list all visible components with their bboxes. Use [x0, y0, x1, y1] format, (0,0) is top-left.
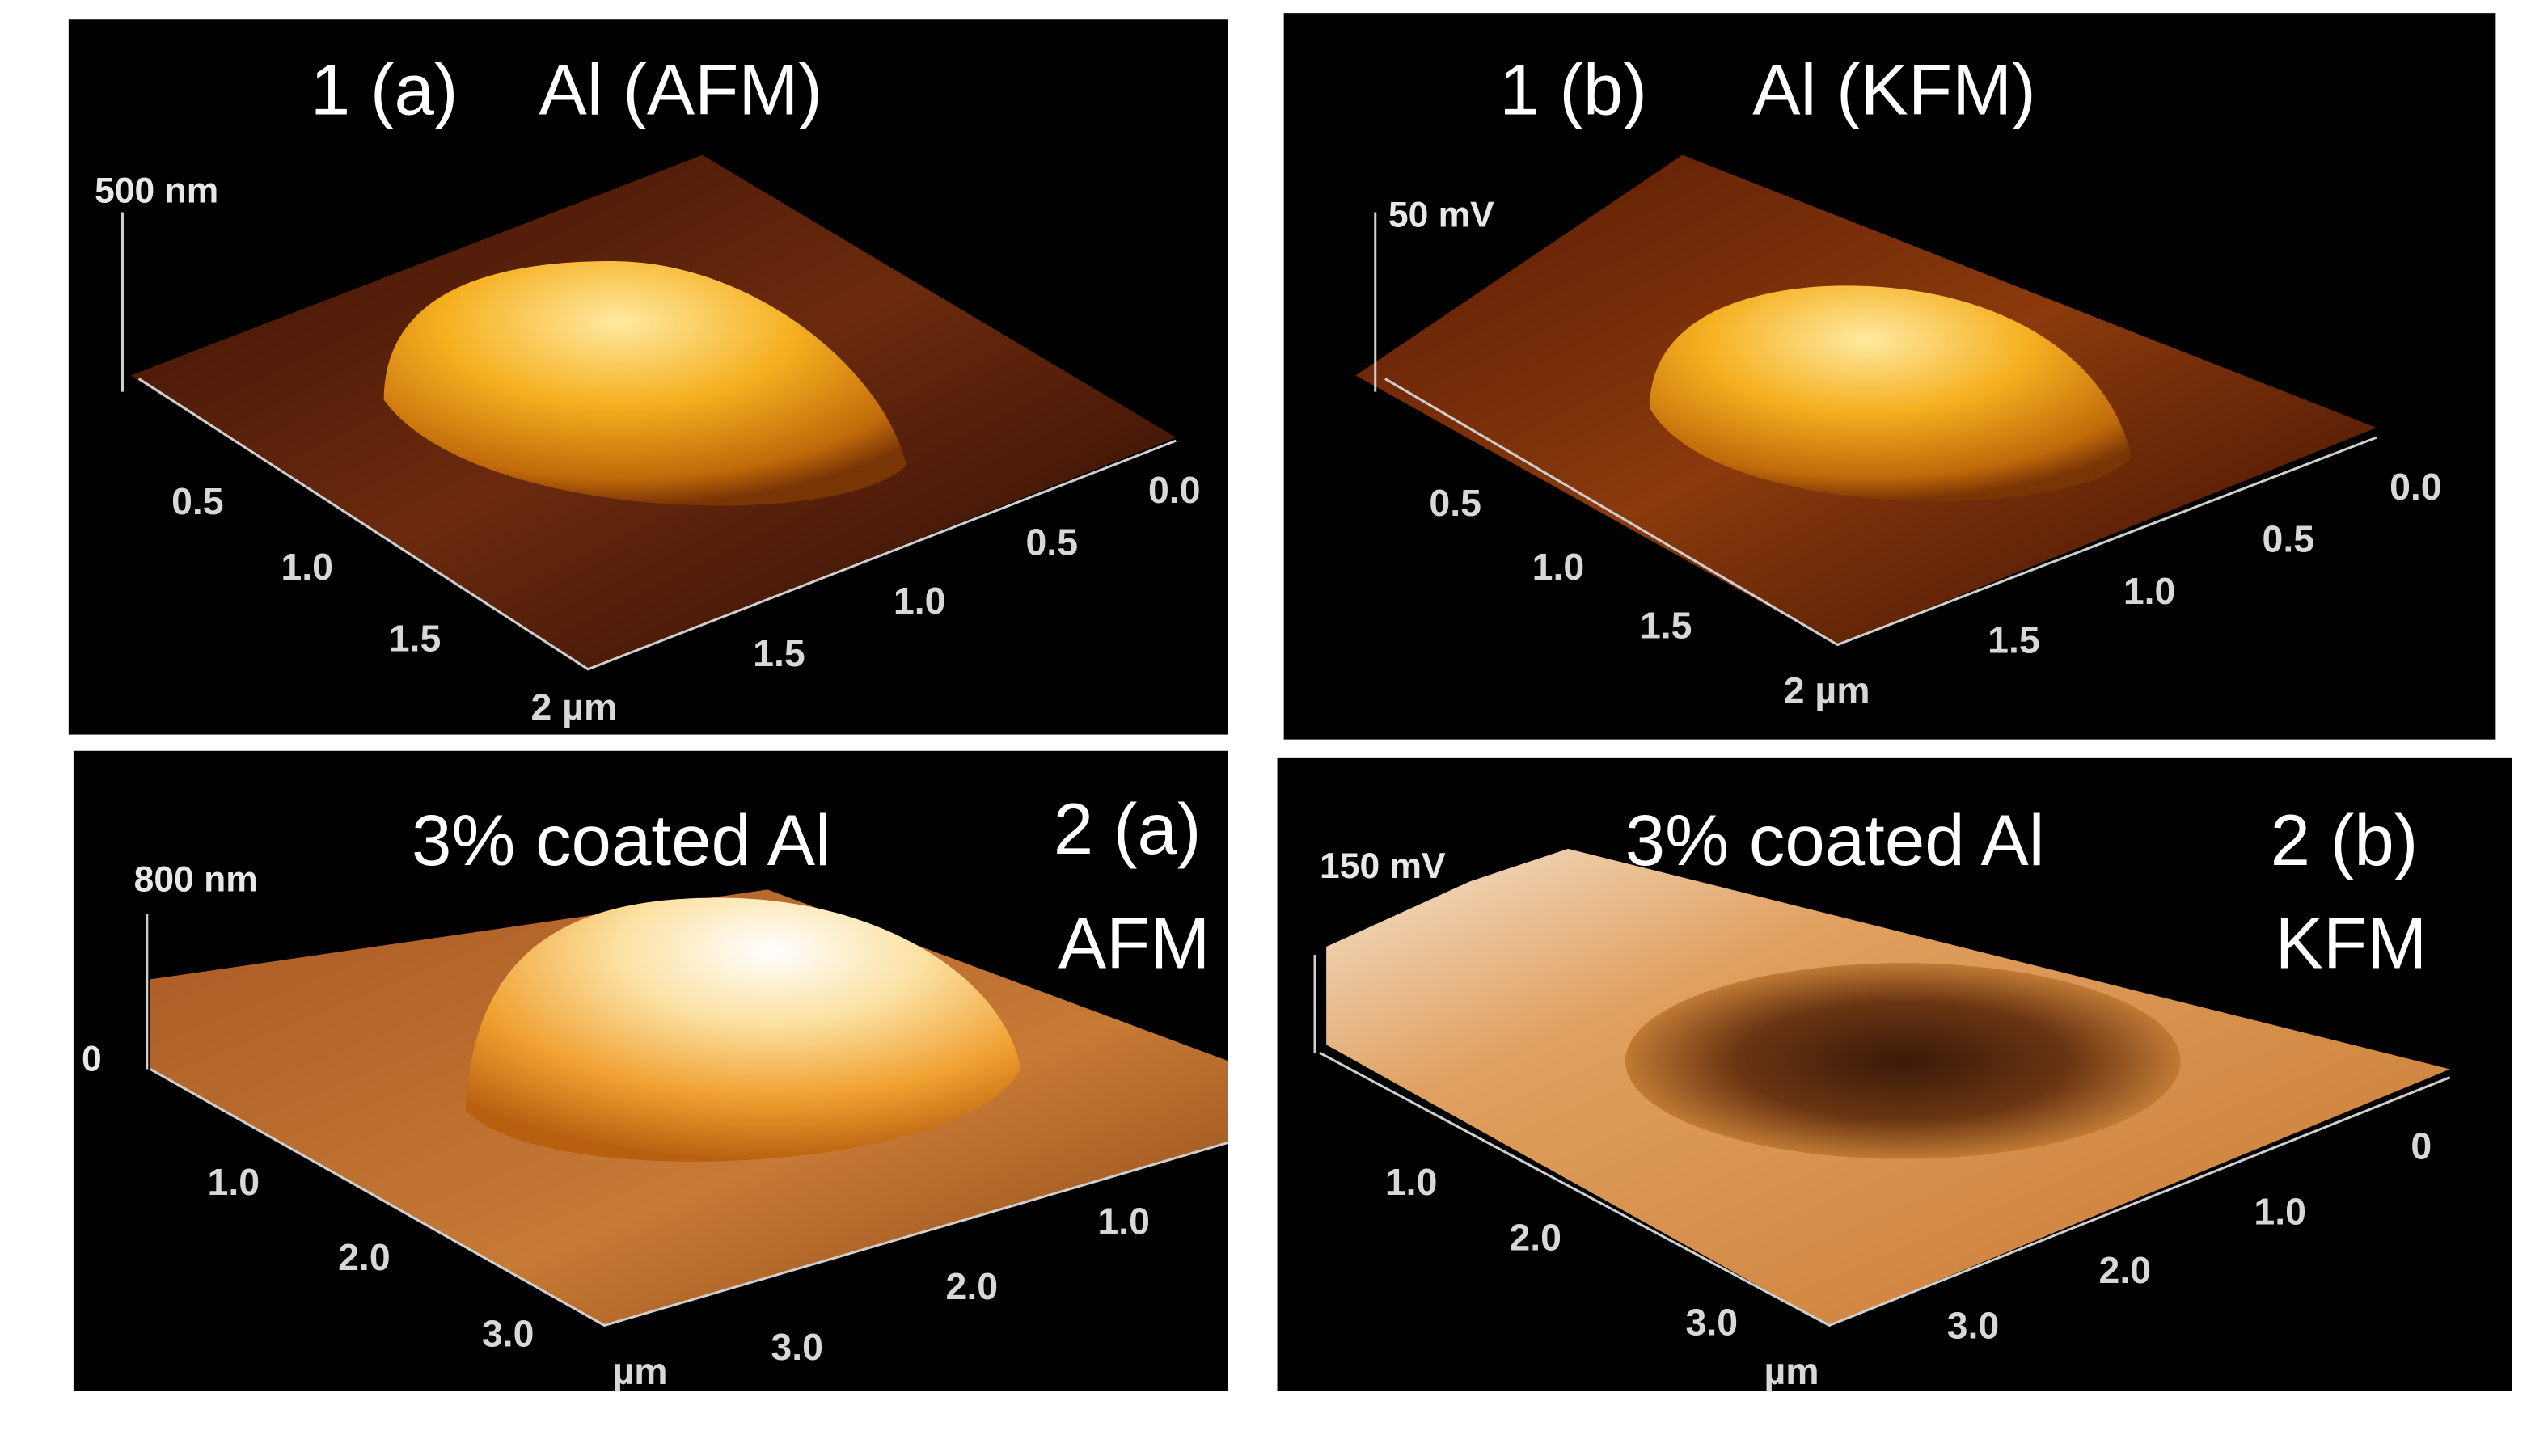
tick-label: 1.0	[2123, 570, 2176, 612]
panel-title: 3% coated Al	[1625, 800, 2045, 880]
z-zero-label: 0	[82, 1040, 102, 1079]
scale-label: 500 nm	[95, 171, 218, 210]
tick-label: µm	[612, 1350, 667, 1392]
axis-lines	[146, 914, 1229, 1327]
panel-title: Al (AFM)	[539, 49, 822, 129]
tick-label: 1.0	[2254, 1190, 2306, 1232]
panel-title: 3% coated Al	[412, 800, 831, 880]
tick-label: 1.0	[1385, 1161, 1438, 1203]
panel-label: 1 (b)	[1499, 49, 1647, 129]
tick-label: 3.0	[771, 1326, 823, 1368]
tick-label: 2.0	[946, 1265, 999, 1307]
tick-label: 0.5	[2263, 517, 2315, 559]
panel-label: 2 (a)	[1054, 789, 1202, 869]
tick-label: 2 µm	[1784, 669, 1870, 711]
tick-label: 1.0	[208, 1161, 260, 1203]
tick-label: 2.0	[1509, 1217, 1561, 1259]
tick-label: 0.0	[2390, 466, 2442, 508]
tick-label: 2.0	[338, 1236, 391, 1278]
tick-label: 1.0	[1532, 546, 1585, 588]
tick-label: 1.5	[753, 632, 805, 674]
tick-label: 3.0	[1947, 1305, 2000, 1347]
axis-lines	[1374, 212, 2377, 647]
tick-label: 1.0	[281, 546, 333, 588]
axis-lines	[120, 212, 1177, 671]
tick-label: 3.0	[482, 1313, 535, 1355]
surface-bump	[1650, 285, 2132, 501]
scale-label: 50 mV	[1388, 196, 1494, 235]
panel-label: 1 (a)	[311, 49, 458, 129]
tick-label: 1.5	[389, 618, 442, 660]
tick-label: 1.0	[1097, 1200, 1150, 1242]
tick-label: 1.5	[1988, 619, 2040, 661]
tick-label: 0.5	[1025, 521, 1078, 563]
tick-label: 0.5	[1429, 482, 1481, 524]
tick-label: 0	[2411, 1125, 2432, 1167]
tick-label: 1.0	[894, 580, 946, 622]
panel-label: 2 (b)	[2271, 800, 2419, 880]
scale-label: 150 mV	[1320, 846, 1446, 886]
scale-label: 800 nm	[134, 859, 258, 899]
panel-mode: AFM	[1058, 903, 1211, 983]
panel-title: Al (KFM)	[1752, 49, 2035, 129]
tick-label: 2.0	[2099, 1249, 2152, 1291]
surface-bump	[465, 897, 1021, 1162]
tick-label: 3.0	[1686, 1302, 1739, 1344]
axis-lines	[1313, 955, 2451, 1327]
surface-bump	[383, 261, 907, 506]
surface-depression	[1625, 963, 2181, 1159]
tick-label: µm	[1764, 1350, 1819, 1392]
tick-label: 1.5	[1640, 604, 1692, 646]
tick-label: 0.0	[1148, 469, 1201, 511]
tick-label: 2 µm	[530, 686, 617, 728]
panel-mode: KFM	[2275, 903, 2428, 983]
tick-label: 0.5	[171, 480, 224, 522]
